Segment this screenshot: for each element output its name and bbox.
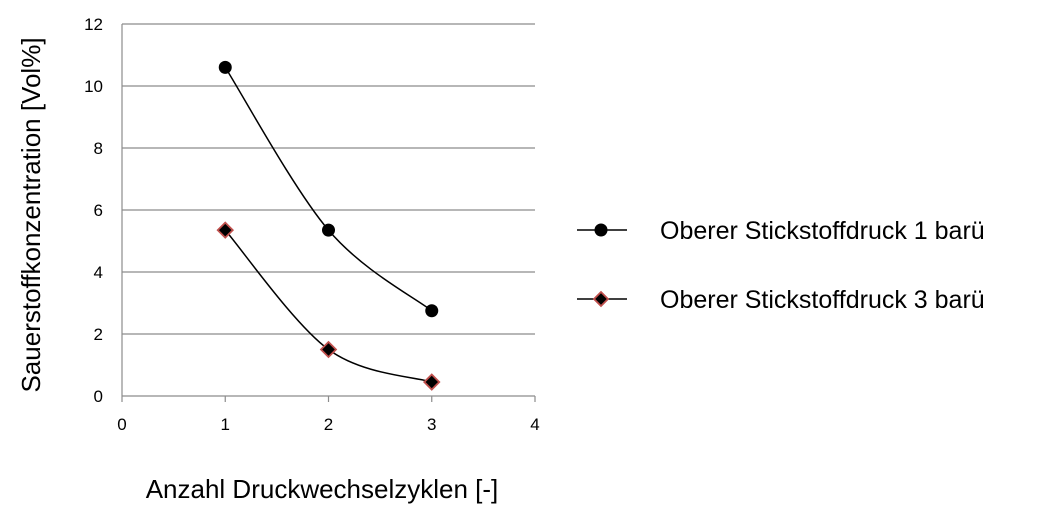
x-tick-label: 4 (530, 415, 539, 434)
legend-marker-series-2 (592, 290, 610, 308)
y-tick-label: 6 (94, 201, 103, 220)
data-point-series-1 (425, 304, 439, 318)
y-tick-label: 4 (94, 263, 103, 282)
series-line-2 (224, 229, 432, 383)
y-tick-label: 8 (94, 139, 103, 158)
y-tick-label: 0 (94, 387, 103, 406)
data-point-series-2 (319, 340, 338, 359)
x-tick-label: 0 (117, 415, 126, 434)
axes (121, 24, 536, 402)
series-markers (216, 60, 441, 391)
legend-item-series-2: Oberer Stickstoffdruck 3 barü (577, 286, 985, 314)
y-tick-label: 2 (94, 325, 103, 344)
gridlines (122, 23, 535, 335)
x-tick-labels: 0 1 2 3 4 (117, 415, 539, 434)
data-point-series-1 (322, 223, 335, 237)
legend: Oberer Stickstoffdruck 1 barü Oberer Sti… (577, 217, 985, 314)
legend-item-series-1: Oberer Stickstoffdruck 1 barü (577, 217, 985, 245)
data-point-series-2 (422, 373, 441, 391)
data-point-series-2 (216, 221, 235, 239)
x-tick-label: 2 (324, 415, 333, 434)
legend-marker-series-1 (594, 223, 608, 237)
y-tick-label: 10 (84, 77, 103, 96)
x-tick-label: 3 (427, 415, 436, 434)
y-axis-title: Sauerstoffkonzentration [Vol%] (16, 37, 46, 392)
x-tick-label: 1 (221, 415, 230, 434)
series-line-1 (224, 66, 433, 312)
legend-label-series-1: Oberer Stickstoffdruck 1 barü (660, 217, 985, 245)
data-point-series-1 (218, 60, 232, 74)
y-tick-labels: 0 2 4 6 8 10 12 (84, 15, 103, 406)
x-axis-title: Anzahl Druckwechselzyklen [-] (146, 474, 499, 504)
legend-label-series-2: Oberer Stickstoffdruck 3 barü (660, 286, 985, 314)
y-tick-label: 12 (84, 15, 103, 34)
